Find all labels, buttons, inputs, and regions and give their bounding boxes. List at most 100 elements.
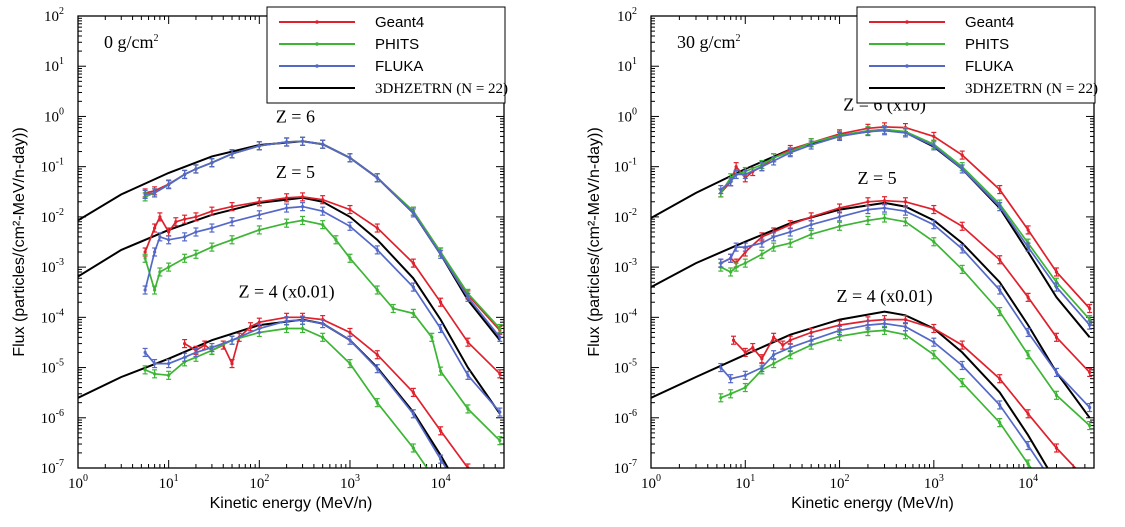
data-point [248,325,253,329]
data-point [498,439,502,443]
data-point [230,205,234,209]
data-point [751,345,755,350]
data-point [743,261,747,265]
data-point [411,211,415,215]
y-tick-label: 10-2 [614,207,637,226]
data-point [411,446,415,450]
data-point [1054,446,1059,450]
data-point [1054,335,1059,339]
panel-label: 30 g/cm2 [677,32,741,52]
data-point [321,142,325,146]
data-point [167,265,171,269]
data-point [837,134,842,139]
data-point [998,403,1002,407]
series-line [720,217,1091,427]
data-point [430,335,434,339]
data-point [760,365,764,370]
x-axis-label: Kinetic energy (MeV/n) [791,495,954,512]
data-point [230,361,234,366]
curve-annotation: Z = 4 (x0.01) [836,286,932,307]
data-point [998,187,1002,192]
data-point [300,139,305,143]
data-point [960,153,964,157]
data-point [903,325,908,329]
data-point [153,191,157,195]
data-point [375,367,379,371]
data-point [300,326,305,331]
legend-entry: FLUKA [965,58,1013,75]
data-point [1088,306,1092,311]
y-tick-label: 10-3 [614,257,637,276]
data-point [1088,521,1091,524]
data-point [998,288,1002,292]
data-point [498,326,502,331]
legend: Geant4 PHITS FLUKA 3DHZETRN (N = 22) [266,6,508,104]
data-point [932,326,936,331]
data-point [194,230,198,234]
data-point [903,333,908,337]
data-point [143,256,147,260]
data-point [498,410,502,414]
data-point [932,134,936,139]
data-point [960,167,964,171]
data-point [183,235,187,239]
data-point [882,206,887,210]
data-point [837,215,842,219]
data-point [411,311,415,315]
data-point [932,340,936,344]
data-point [1026,443,1030,448]
data-point [183,172,187,177]
panel-label: 0 g/cm2 [104,32,159,52]
data-point [210,345,214,350]
data-point [998,258,1002,262]
legend-entry: PHITS [965,36,1009,53]
data-point [285,319,289,323]
data-point [158,270,162,274]
data-point [781,343,785,347]
x-tick-label: 100 [68,473,88,492]
data-point [772,353,776,357]
data-point [734,245,738,249]
x-tick-label: 100 [641,473,661,492]
data-point [866,329,870,334]
legend-marker [905,42,909,46]
data-point [143,192,147,197]
data-point [183,341,187,346]
series-line [720,199,1091,373]
data-point [1026,330,1030,335]
data-point [375,248,379,252]
data-point [1088,423,1092,428]
series-line [144,205,501,413]
x-tick-label: 101 [159,473,179,492]
x-tick-label: 103 [924,473,944,492]
data-point [1054,285,1059,289]
data-point [719,365,723,370]
data-point [734,172,738,177]
data-point [903,131,908,135]
data-point [788,345,792,350]
data-point [143,288,147,292]
legend-entry: Geant4 [965,14,1014,31]
data-point [960,267,964,272]
data-point [411,285,415,289]
data-point [998,310,1002,314]
data-point [760,357,764,361]
data-point [285,221,289,225]
legend-marker [315,42,319,46]
data-point [230,220,234,224]
data-point [153,372,157,376]
data-point [194,350,198,355]
data-point [837,206,842,210]
data-point [809,143,813,147]
data-point [439,300,443,304]
series-group [651,122,1093,524]
data-point [439,252,443,256]
data-point [174,220,178,224]
data-point [743,172,747,177]
data-point [960,363,964,368]
data-point [348,330,352,335]
data-point [760,235,764,239]
data-point [772,235,776,239]
data-point [285,326,289,331]
data-point [882,199,887,203]
